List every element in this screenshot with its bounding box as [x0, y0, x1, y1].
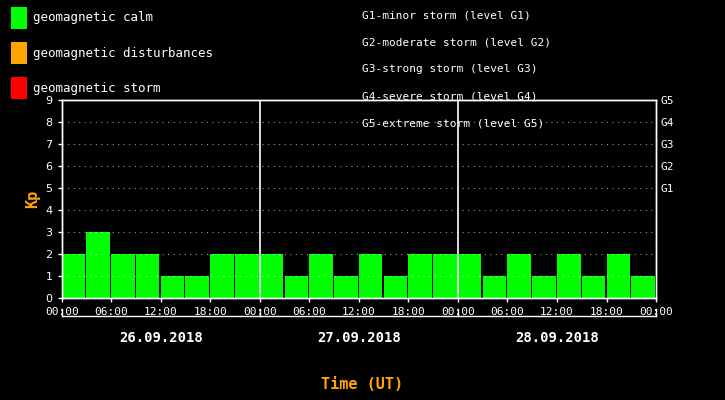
Bar [210, 254, 233, 298]
Bar [111, 254, 135, 298]
Bar [433, 254, 457, 298]
Bar [458, 254, 481, 298]
Text: geomagnetic storm: geomagnetic storm [33, 82, 160, 95]
Text: G5-extreme storm (level G5): G5-extreme storm (level G5) [362, 119, 544, 129]
Bar [408, 254, 432, 298]
Bar [532, 276, 556, 298]
Text: Time (UT): Time (UT) [321, 377, 404, 392]
Bar [310, 254, 333, 298]
Text: 28.09.2018: 28.09.2018 [515, 331, 599, 345]
Bar [235, 254, 259, 298]
Bar [581, 276, 605, 298]
Text: G4-severe storm (level G4): G4-severe storm (level G4) [362, 92, 538, 102]
Bar [631, 276, 655, 298]
Bar [62, 254, 85, 298]
Text: G1-minor storm (level G1): G1-minor storm (level G1) [362, 10, 531, 20]
Text: G2-moderate storm (level G2): G2-moderate storm (level G2) [362, 37, 552, 47]
Text: geomagnetic disturbances: geomagnetic disturbances [33, 47, 212, 60]
Text: G3-strong storm (level G3): G3-strong storm (level G3) [362, 64, 538, 74]
Bar [557, 254, 581, 298]
Bar [334, 276, 357, 298]
Bar [384, 276, 407, 298]
Bar [507, 254, 531, 298]
Bar [186, 276, 209, 298]
Bar [161, 276, 184, 298]
Bar [86, 232, 110, 298]
Bar [607, 254, 630, 298]
Text: geomagnetic calm: geomagnetic calm [33, 12, 153, 24]
Bar [359, 254, 382, 298]
Text: 26.09.2018: 26.09.2018 [119, 331, 202, 345]
Bar [284, 276, 308, 298]
Y-axis label: Kp: Kp [25, 190, 40, 208]
Text: 27.09.2018: 27.09.2018 [317, 331, 401, 345]
Bar [483, 276, 506, 298]
Bar [136, 254, 160, 298]
Bar [260, 254, 283, 298]
